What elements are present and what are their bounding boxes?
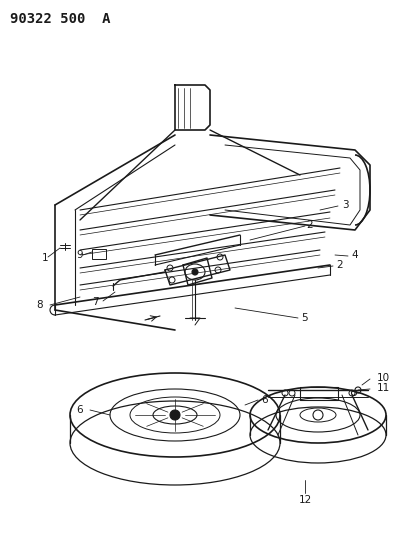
Text: 5: 5 bbox=[302, 313, 309, 323]
Text: 4: 4 bbox=[352, 250, 358, 260]
Text: 11: 11 bbox=[376, 383, 389, 393]
Circle shape bbox=[192, 269, 198, 275]
Text: 7: 7 bbox=[92, 297, 98, 307]
Text: 90322 500  A: 90322 500 A bbox=[10, 12, 110, 26]
Circle shape bbox=[170, 410, 180, 420]
Text: 9: 9 bbox=[77, 250, 83, 260]
Bar bbox=[92, 249, 106, 259]
Text: 10: 10 bbox=[376, 373, 389, 383]
Text: 1: 1 bbox=[42, 253, 48, 263]
Text: 6: 6 bbox=[77, 405, 83, 415]
Text: 12: 12 bbox=[298, 495, 312, 505]
Text: 8: 8 bbox=[37, 300, 43, 310]
Text: 2: 2 bbox=[307, 220, 313, 230]
Text: 3: 3 bbox=[342, 200, 348, 210]
Text: 2: 2 bbox=[337, 260, 343, 270]
Text: 6: 6 bbox=[262, 395, 268, 405]
